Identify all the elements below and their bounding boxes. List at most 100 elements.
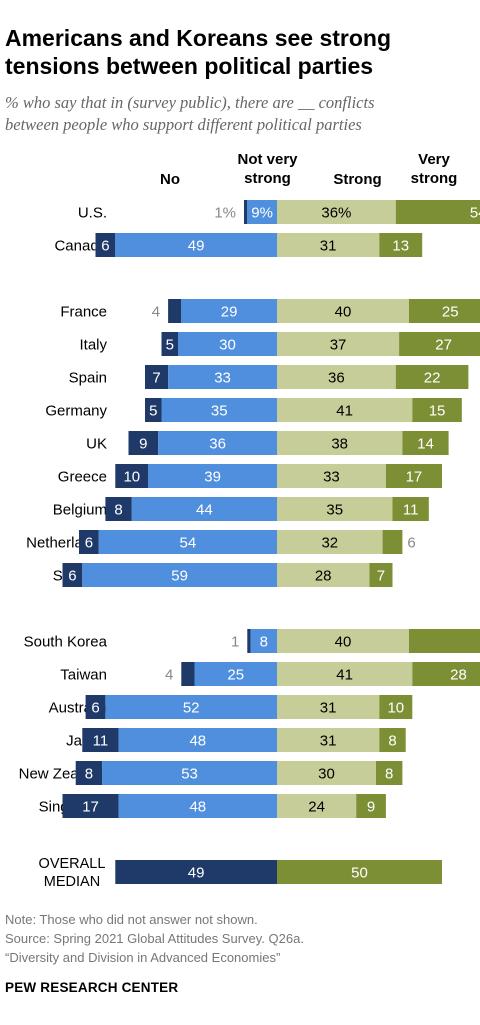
label-very-strong-spain: 22 [424,370,441,387]
label-no-u-s: 1% [214,205,236,222]
bar-very-strong-singapore [356,794,386,818]
bar-no-singapore [62,794,119,818]
bar-strong-canada [277,233,380,257]
chart-subtitle: % who say that in (survey public), there… [5,92,475,136]
label-strong-france: 40 [335,304,352,321]
label-not-very-strong-germany: 35 [211,403,228,420]
label-no-belgium: 8 [114,502,122,519]
source-text: Source: Spring 2021 Global Attitudes Sur… [5,931,304,946]
bar-no-france [168,299,182,323]
label-very-strong-canada: 13 [392,238,409,255]
bar-strong-italy [277,332,400,356]
label-no-spain: 7 [152,370,160,387]
country-label-greece: Greece [58,469,107,486]
subtitle-line-2: between people who support different pol… [5,115,362,134]
bar-strong-germany [277,398,413,422]
label-median-strong: 50 [351,865,368,882]
label-no-germany: 5 [149,403,157,420]
label-strong-japan: 31 [320,733,337,750]
bar-not-very-strong-sweden [82,563,277,587]
label-strong-australia: 31 [320,700,337,717]
bar-no-uk [128,431,159,455]
bar-not-very-strong-japan [118,728,277,752]
bar-no-canada [95,233,116,257]
label-no-south-korea: 1 [231,634,239,651]
report-title-text: “Diversity and Division in Advanced Econ… [5,950,281,965]
bar-very-strong-greece [385,464,442,488]
bar-very-strong-netherlands [382,530,403,554]
bar-very-strong-u-s [395,200,480,224]
bar-not-very-strong-south-korea [250,629,277,653]
bar-no-spain [145,365,169,389]
label-no-uk: 9 [139,436,147,453]
label-no-canada: 6 [101,238,109,255]
column-header-no: No [160,171,180,188]
label-not-very-strong-australia: 52 [183,700,200,717]
label-very-strong-sweden: 7 [377,568,385,585]
bar-strong-japan [277,728,380,752]
bar-no-belgium [105,497,132,521]
label-very-strong-new-zealand: 8 [385,766,393,783]
country-label-uk: UK [86,436,107,453]
label-no-japan: 11 [93,733,109,750]
label-no-greece: 10 [123,469,140,486]
bar-very-strong-australia [379,695,413,719]
label-no-new-zealand: 8 [85,766,93,783]
country-label-u-s: U.S. [78,205,107,222]
bar-not-very-strong-singapore [118,794,277,818]
label-no-singapore: 17 [82,799,99,816]
bar-no-taiwan [181,662,195,686]
label-very-strong-belgium: 11 [403,502,419,519]
label-not-very-strong-sweden: 59 [171,568,188,585]
bar-not-very-strong-uk [158,431,277,455]
chart-footnotes: Note: Those who did not answer not shown… [5,910,304,967]
chart-title: Americans and Koreans see strong tension… [5,24,475,80]
bar-not-very-strong-france [181,299,277,323]
label-strong-singapore: 24 [308,799,325,816]
label-very-strong-taiwan: 28 [450,667,467,684]
label-strong-uk: 38 [331,436,348,453]
bar-very-strong-new-zealand [376,761,403,785]
bar-no-sweden [62,563,83,587]
bar-strong-new-zealand [277,761,376,785]
bar-not-very-strong-taiwan [194,662,277,686]
bar-not-very-strong-netherlands [98,530,277,554]
title-line-1: Americans and Koreans see strong [5,25,392,51]
bar-no-italy [161,332,178,356]
label-strong-belgium: 35 [326,502,343,519]
bar-strong-netherlands [277,530,383,554]
bar-very-strong-south-korea [409,629,480,653]
label-very-strong-japan: 8 [388,733,396,750]
bar-very-strong-belgium [392,497,429,521]
label-not-very-strong-japan: 48 [189,733,206,750]
label-strong-u-s: 36% [321,205,351,222]
median-label-line-1: OVERALL [39,856,106,872]
bar-no-germany [145,398,162,422]
label-strong-netherlands: 32 [321,535,338,552]
country-label-germany: Germany [45,403,107,420]
bar-not-very-strong-italy [178,332,277,356]
label-no-italy: 5 [166,337,174,354]
bar-strong-singapore [277,794,357,818]
bar-strong-taiwan [277,662,413,686]
label-not-very-strong-greece: 39 [204,469,221,486]
bar-strong-australia [277,695,380,719]
label-strong-spain: 36 [328,370,345,387]
country-label-canada: Canada [54,238,107,255]
label-no-france: 4 [152,304,160,321]
label-very-strong-singapore: 9 [367,799,375,816]
subtitle-line-1: % who say that in (survey public), there… [5,93,375,112]
bar-strong-south-korea [277,629,409,653]
bar-median-no [115,860,277,884]
title-line-2: tensions between political parties [5,53,374,79]
label-very-strong-france: 25 [442,304,459,321]
label-median-no: 49 [188,865,205,882]
label-not-very-strong-south-korea: 8 [260,634,268,651]
country-label-taiwan: Taiwan [60,667,107,684]
label-strong-canada: 31 [320,238,337,255]
label-very-strong-germany: 15 [429,403,446,420]
bar-strong-sweden [277,563,370,587]
country-label-france: France [60,304,107,321]
country-label-spain: Spain [69,370,107,387]
